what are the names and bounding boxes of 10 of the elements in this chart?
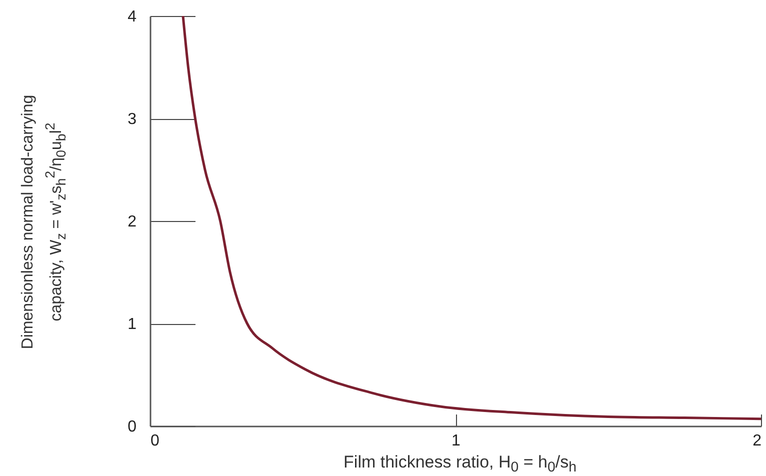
- y-tick-label: 2: [128, 214, 137, 230]
- x-tick-label: 2: [752, 432, 762, 450]
- y-tick-label: 0: [128, 418, 137, 436]
- line-series: [182, 16, 761, 420]
- x-axis-title: Film thickness ratio, H$_{0}$ = h$_{0}$/s$_{h}$: [344, 451, 576, 476]
- y-tick-label: 3: [128, 111, 137, 128]
- x-tick-label: 1: [452, 432, 461, 450]
- x-tick-label: 0: [150, 432, 160, 450]
- y-tick-label: 4: [128, 8, 137, 26]
- y-tick-label: 1: [128, 316, 137, 333]
